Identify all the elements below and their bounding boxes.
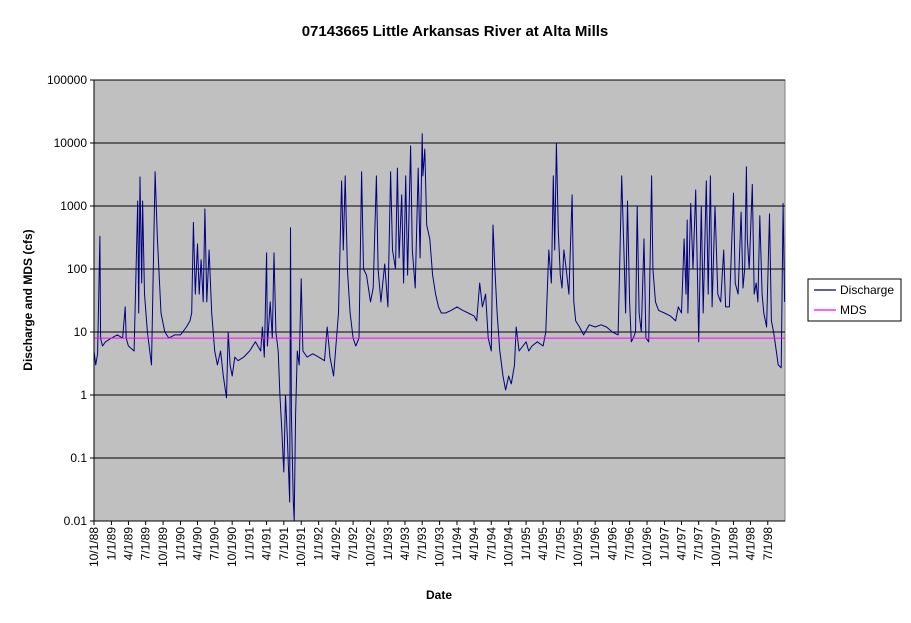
y-tick-labels: 0.01 0.1 1 10 100 1000 10000 100000 xyxy=(47,73,94,528)
x-tick-label: 7/1/97 xyxy=(692,527,706,561)
y-tick-label: 0.1 xyxy=(70,451,87,465)
x-tick-label: 10/1/97 xyxy=(709,527,723,567)
y-tick-label: 1000 xyxy=(60,199,87,213)
x-tick-label: 1/1/94 xyxy=(450,527,464,561)
legend-box xyxy=(807,278,902,322)
x-tick-label: 1/1/92 xyxy=(312,527,326,561)
x-tick-label: 4/1/93 xyxy=(398,527,412,561)
legend-label-discharge: Discharge xyxy=(840,283,894,297)
x-tick-label: 10/1/93 xyxy=(433,527,447,567)
y-tick-label: 0.01 xyxy=(64,514,88,528)
x-tick-label: 7/1/91 xyxy=(277,527,291,561)
x-tick-label: 10/1/91 xyxy=(294,527,308,567)
x-tick-label: 1/1/98 xyxy=(727,527,741,561)
x-tick-label: 10/1/92 xyxy=(364,527,378,567)
plot-area xyxy=(93,79,786,522)
x-tick-label: 1/1/91 xyxy=(243,527,257,561)
x-tick-label: 4/1/92 xyxy=(329,527,343,561)
legend-label-mds: MDS xyxy=(840,303,867,317)
x-tick-label: 1/1/90 xyxy=(173,527,187,561)
x-tick-label: 10/1/90 xyxy=(225,527,239,567)
x-tick-label: 4/1/96 xyxy=(605,527,619,561)
x-tick-label: 4/1/94 xyxy=(467,527,481,561)
x-tick-label: 7/1/96 xyxy=(623,527,637,561)
x-tick-label: 10/1/96 xyxy=(640,527,654,567)
x-tick-label: 1/1/89 xyxy=(104,527,118,561)
x-tick-label: 4/1/89 xyxy=(121,527,135,561)
y-tick-label: 100 xyxy=(67,262,87,276)
x-tick-label: 10/1/95 xyxy=(571,527,585,567)
x-tick-label: 7/1/95 xyxy=(553,527,567,561)
x-tick-label: 1/1/93 xyxy=(381,527,395,561)
x-tick-label: 4/1/97 xyxy=(674,527,688,561)
series-layer xyxy=(93,133,786,522)
x-tick-label: 7/1/92 xyxy=(346,527,360,561)
x-tick-label: 1/1/96 xyxy=(588,527,602,561)
x-tick-label: 4/1/91 xyxy=(260,527,274,561)
x-tick-label: 7/1/94 xyxy=(484,527,498,561)
x-tick-label: 7/1/89 xyxy=(139,527,153,561)
x-tick-label: 10/1/89 xyxy=(156,527,170,567)
y-tick-label: 1 xyxy=(80,388,87,402)
x-axis-title: Date xyxy=(426,588,452,602)
gridlines xyxy=(94,79,785,459)
y-axis-title: Discharge and MDS (cfs) xyxy=(21,229,35,370)
x-tick-label: 1/1/97 xyxy=(657,527,671,561)
x-tick-label: 1/1/95 xyxy=(519,527,533,561)
y-tick-label: 100000 xyxy=(47,73,87,87)
y-tick-label: 10000 xyxy=(54,136,88,150)
x-tick-label: 7/1/98 xyxy=(761,527,775,561)
x-tick-label: 10/1/94 xyxy=(502,527,516,567)
legend: Discharge MDS xyxy=(807,278,902,322)
chart-title: 07143665 Little Arkansas River at Alta M… xyxy=(302,23,609,40)
x-tick-label: 10/1/88 xyxy=(87,527,101,567)
x-tick-label: 7/1/93 xyxy=(415,527,429,561)
y-tick-label: 10 xyxy=(74,325,88,339)
x-tick-label: 4/1/90 xyxy=(191,527,205,561)
x-tick-label: 4/1/98 xyxy=(744,527,758,561)
x-tick-labels: 10/1/88 1/1/89 4/1/89 7/1/89 10/1/89 1/1/90 4/… xyxy=(87,521,775,567)
x-tick-label: 4/1/95 xyxy=(536,527,550,561)
x-tick-label: 7/1/90 xyxy=(208,527,222,561)
